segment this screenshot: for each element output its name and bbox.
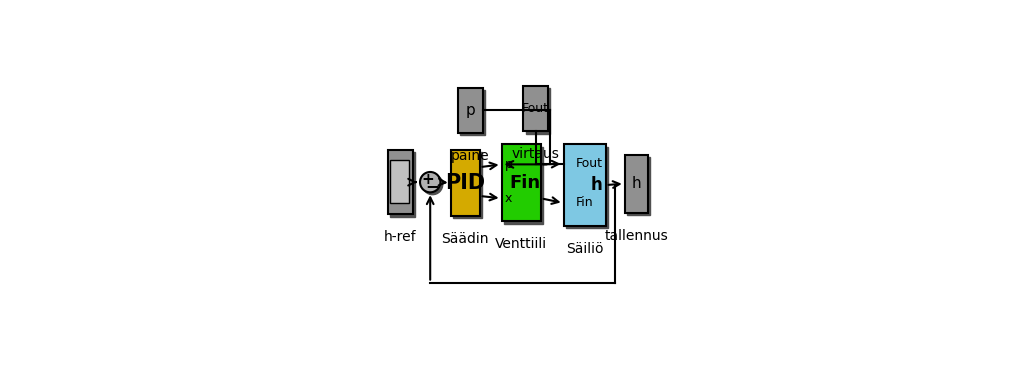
Text: tallennus: tallennus — [604, 229, 668, 243]
Bar — [390, 152, 415, 217]
Text: p: p — [505, 158, 512, 171]
Text: −: − — [426, 177, 439, 195]
Bar — [525, 88, 551, 133]
Circle shape — [420, 172, 440, 192]
Bar — [523, 86, 548, 131]
Text: Fin: Fin — [510, 174, 541, 192]
Text: Fout: Fout — [522, 102, 549, 115]
Text: paine: paine — [451, 149, 489, 163]
Bar — [504, 147, 543, 224]
Bar — [388, 150, 413, 214]
Bar — [625, 155, 648, 213]
Text: x: x — [505, 192, 512, 205]
Text: Venttiili: Venttiili — [495, 237, 547, 251]
Text: virtaus: virtaus — [512, 147, 560, 161]
Text: h: h — [591, 176, 602, 194]
Bar — [390, 160, 409, 203]
Text: Fin: Fin — [575, 197, 593, 209]
Text: Säädin: Säädin — [441, 232, 488, 246]
Text: +: + — [422, 172, 434, 187]
Text: Säiliö: Säiliö — [566, 242, 603, 256]
Text: p: p — [465, 102, 475, 118]
Bar — [451, 150, 479, 215]
Text: Fout: Fout — [575, 157, 602, 170]
Bar — [460, 90, 485, 135]
Text: PID: PID — [445, 173, 485, 193]
Text: h: h — [632, 176, 641, 191]
Bar — [566, 147, 608, 228]
Circle shape — [422, 174, 442, 195]
Bar — [502, 144, 541, 222]
Bar — [563, 144, 606, 226]
Bar — [453, 152, 482, 218]
Bar — [458, 88, 482, 133]
Bar — [627, 157, 650, 215]
Text: h-ref: h-ref — [384, 230, 417, 244]
